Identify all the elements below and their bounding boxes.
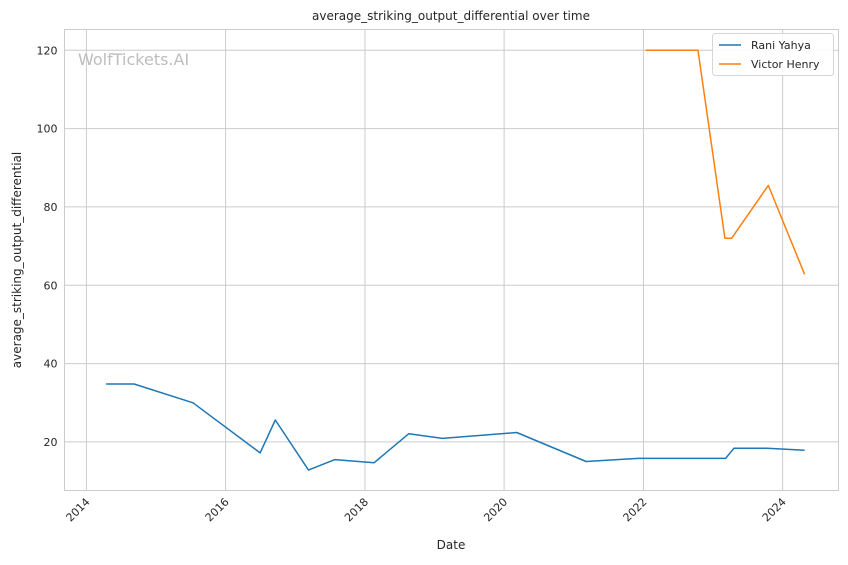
legend-label-victor-henry: Victor Henry: [751, 58, 820, 71]
plot-area: [65, 30, 839, 491]
x-tick-label: 2020: [481, 495, 510, 524]
x-tick-label: 2018: [342, 495, 371, 524]
x-tick-label: 2014: [64, 495, 93, 524]
x-tick-label: 2022: [621, 495, 650, 524]
y-tick-label: 80: [44, 201, 58, 214]
watermark-text: WolfTickets.AI: [78, 50, 189, 69]
y-tick-label: 60: [44, 279, 58, 292]
x-tick-label: 2016: [203, 495, 232, 524]
y-tick-label: 20: [44, 436, 58, 449]
legend-label-rani-yahya: Rani Yahya: [751, 39, 811, 52]
x-tick-label: 2024: [760, 495, 789, 524]
x-axis-label: Date: [437, 538, 466, 552]
legend: Rani Yahya Victor Henry: [713, 34, 834, 76]
y-tick-label: 120: [37, 44, 58, 57]
chart-title: average_striking_output_differential ove…: [312, 9, 590, 23]
y-axis-label: average_striking_output_differential: [10, 152, 24, 368]
y-tick-label: 40: [44, 358, 58, 371]
y-tick-label: 100: [37, 123, 58, 136]
